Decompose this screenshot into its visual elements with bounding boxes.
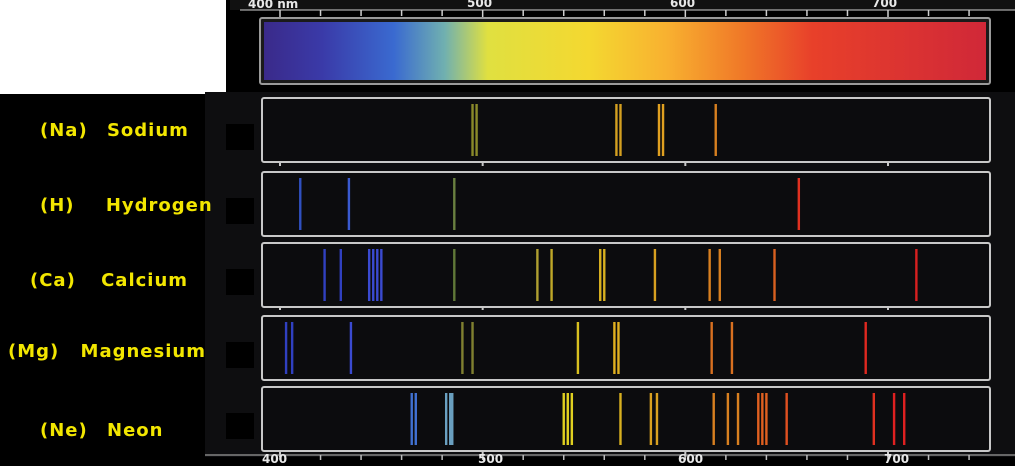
element-name: Sodium xyxy=(106,120,189,141)
emission-line xyxy=(797,178,801,230)
spectrum-panel-hydrogen xyxy=(261,171,991,237)
scale-label-400-bottom: 400 xyxy=(262,452,288,466)
scale-label-400-top: 400 nm xyxy=(248,0,299,11)
emission-line xyxy=(323,249,326,301)
emission-line xyxy=(619,393,622,445)
emission-line xyxy=(617,322,620,374)
emission-line xyxy=(471,104,474,156)
emission-line xyxy=(757,393,760,445)
top-scale-bar xyxy=(230,0,1015,10)
emission-line xyxy=(550,249,553,301)
emission-line xyxy=(872,393,876,445)
emission-line xyxy=(655,393,659,445)
emission-line xyxy=(451,393,454,445)
element-symbol: (Ne) xyxy=(40,420,88,441)
scale-label-600-bottom: 600 xyxy=(678,452,704,466)
emission-line xyxy=(765,393,768,445)
element-label-hydrogen: (H) Hydrogen xyxy=(40,195,213,216)
emission-line xyxy=(299,178,302,230)
emission-line xyxy=(444,393,448,445)
emission-line xyxy=(566,393,569,445)
spectrum-panel-sodium xyxy=(261,97,991,163)
emission-line xyxy=(349,322,353,374)
emission-line xyxy=(619,104,622,156)
scale-label-600-top: 600 xyxy=(670,0,696,10)
emission-line xyxy=(726,393,730,445)
element-symbol: (Na) xyxy=(40,120,88,141)
element-symbol: (Mg) xyxy=(8,341,60,362)
element-label-calcium: (Ca) Calcium xyxy=(30,270,188,291)
emission-line xyxy=(347,178,351,230)
emission-line xyxy=(712,393,715,445)
scale-label-500-bottom: 500 xyxy=(478,452,504,466)
element-name: Calcium xyxy=(101,270,189,291)
emission-line xyxy=(380,249,383,301)
emission-line xyxy=(339,249,342,301)
emission-line xyxy=(603,249,606,301)
emission-line xyxy=(372,249,375,301)
panel-marker xyxy=(226,198,254,224)
emission-line xyxy=(730,322,734,374)
panel-marker xyxy=(226,413,254,439)
emission-line xyxy=(892,393,896,445)
emission-line xyxy=(657,104,661,156)
emission-line xyxy=(410,393,413,445)
emission-line xyxy=(449,393,452,445)
emission-line xyxy=(653,249,657,301)
emission-line xyxy=(290,322,294,374)
emission-line xyxy=(562,393,565,445)
emission-line xyxy=(576,322,580,374)
emission-line xyxy=(453,249,456,301)
emission-line xyxy=(414,393,417,445)
emission-line xyxy=(785,393,788,445)
emission-line xyxy=(461,322,464,374)
panel-marker xyxy=(226,124,254,150)
emission-line xyxy=(915,249,918,301)
emission-line xyxy=(708,249,711,301)
element-name: Hydrogen xyxy=(105,195,213,216)
spectrum-panel-calcium xyxy=(261,242,991,308)
corner-tab xyxy=(0,0,226,92)
element-name: Neon xyxy=(107,420,164,441)
element-symbol: (H) xyxy=(40,195,75,216)
spectrum-panel-neon xyxy=(261,386,991,452)
emission-line xyxy=(615,104,618,156)
corner-tab-edge xyxy=(0,92,226,94)
element-label-magnesium: (Mg) Magnesium xyxy=(8,341,206,362)
emission-line xyxy=(284,322,288,374)
emission-line xyxy=(714,104,717,156)
element-label-sodium: (Na) Sodium xyxy=(40,120,189,141)
scale-label-700-bottom: 700 xyxy=(884,452,910,466)
element-label-neon: (Ne) Neon xyxy=(40,420,163,441)
panel-marker xyxy=(226,269,254,295)
emission-line xyxy=(613,322,616,374)
emission-line xyxy=(661,104,665,156)
element-symbol: (Ca) xyxy=(30,270,76,291)
emission-line xyxy=(570,393,574,445)
emission-line xyxy=(761,393,764,445)
emission-line xyxy=(367,249,371,301)
spectrum-panel-magnesium xyxy=(261,315,991,381)
emission-line xyxy=(376,249,379,301)
emission-line xyxy=(773,249,776,301)
emission-line xyxy=(471,322,474,374)
emission-line xyxy=(903,393,906,445)
panel-marker xyxy=(226,342,254,368)
emission-line xyxy=(475,104,478,156)
emission-line xyxy=(736,393,740,445)
visible-spectrum-band xyxy=(264,22,986,80)
scale-label-500-top: 500 xyxy=(467,0,493,10)
emission-line xyxy=(453,178,456,230)
emission-line xyxy=(599,249,602,301)
emission-line xyxy=(718,249,721,301)
element-name: Magnesium xyxy=(80,341,206,362)
emission-line xyxy=(864,322,867,374)
emission-line xyxy=(536,249,539,301)
emission-line xyxy=(710,322,713,374)
emission-line xyxy=(649,393,653,445)
scale-label-700-top: 700 xyxy=(872,0,898,10)
